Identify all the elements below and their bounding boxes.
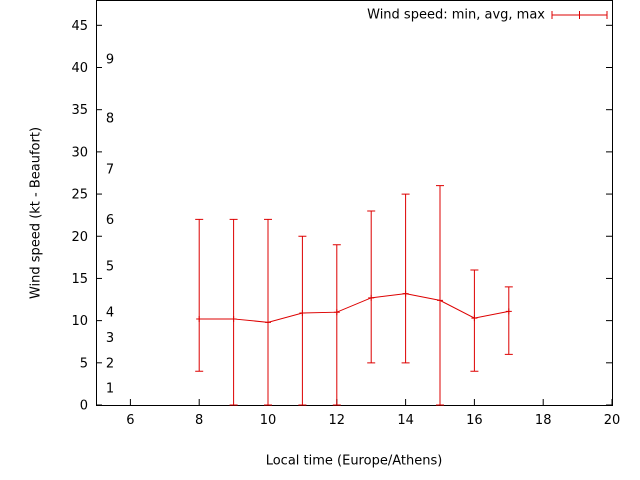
legend-sample-line — [551, 11, 608, 19]
beaufort-label: 2 — [106, 356, 114, 371]
y-tick-label: 10 — [71, 314, 88, 329]
x-axis-ticks: 6 8 10 12 14 16 18 20 — [126, 399, 620, 428]
x-tick-label: 8 — [195, 413, 203, 428]
y-tick-label: 35 — [71, 103, 88, 118]
x-tick-label: 12 — [329, 413, 346, 428]
avg-point-marker — [333, 309, 340, 316]
avg-point-marker — [368, 294, 375, 301]
beaufort-label: 1 — [106, 382, 114, 397]
y-tick-label: 40 — [71, 61, 88, 76]
error-bar — [264, 218, 272, 406]
avg-line — [196, 290, 512, 326]
x-tick-label: 16 — [466, 413, 483, 428]
y-tick-label: 0 — [80, 399, 88, 414]
avg-point-marker — [471, 315, 478, 322]
error-bar — [332, 244, 341, 406]
avg-point-marker — [505, 308, 512, 315]
avg-point-marker — [402, 290, 409, 297]
y-tick-label: 45 — [71, 19, 88, 34]
avg-point-marker — [230, 315, 237, 322]
error-bar — [367, 210, 376, 364]
error-bar — [401, 193, 410, 364]
beaufort-scale-labels: 1 2 3 4 5 6 7 8 9 — [106, 53, 114, 397]
avg-point-marker — [265, 319, 271, 326]
y-tick-label: 5 — [80, 356, 88, 371]
avg-polyline — [199, 293, 509, 323]
y-tick-label: 20 — [71, 230, 88, 245]
avg-point-marker — [437, 297, 443, 304]
x-tick-label: 18 — [535, 413, 552, 428]
avg-point-marker — [299, 310, 306, 317]
y-tick-label: 30 — [71, 145, 88, 160]
error-bars — [195, 185, 513, 406]
y-tick-label: 15 — [71, 272, 88, 287]
x-tick-label: 14 — [397, 413, 414, 428]
beaufort-label: 7 — [106, 162, 114, 177]
beaufort-label: 8 — [106, 112, 114, 127]
beaufort-label: 3 — [106, 331, 114, 346]
beaufort-label: 6 — [106, 213, 114, 228]
x-axis-title: Local time (Europe/Athens) — [265, 453, 443, 469]
plot-border — [96, 0, 613, 406]
error-bar — [298, 235, 307, 406]
y-axis-title: Wind speed (kt - Beaufort) — [28, 126, 44, 300]
x-tick-label: 20 — [604, 413, 621, 428]
beaufort-label: 4 — [106, 306, 114, 321]
x-tick-label: 6 — [126, 413, 134, 428]
legend-sample — [551, 11, 608, 19]
beaufort-label: 5 — [106, 259, 114, 274]
error-bar — [229, 218, 238, 406]
error-bar — [195, 218, 204, 372]
error-bar — [504, 286, 513, 355]
legend-label: Wind speed: min, avg, max — [367, 7, 545, 23]
avg-point-marker — [196, 315, 203, 322]
x-tick-label: 10 — [260, 413, 277, 428]
y-tick-label: 25 — [71, 188, 88, 203]
error-bar — [436, 185, 444, 406]
beaufort-label: 9 — [106, 53, 114, 68]
